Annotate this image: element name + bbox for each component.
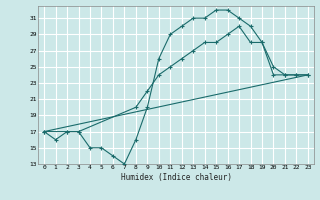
X-axis label: Humidex (Indice chaleur): Humidex (Indice chaleur)	[121, 173, 231, 182]
